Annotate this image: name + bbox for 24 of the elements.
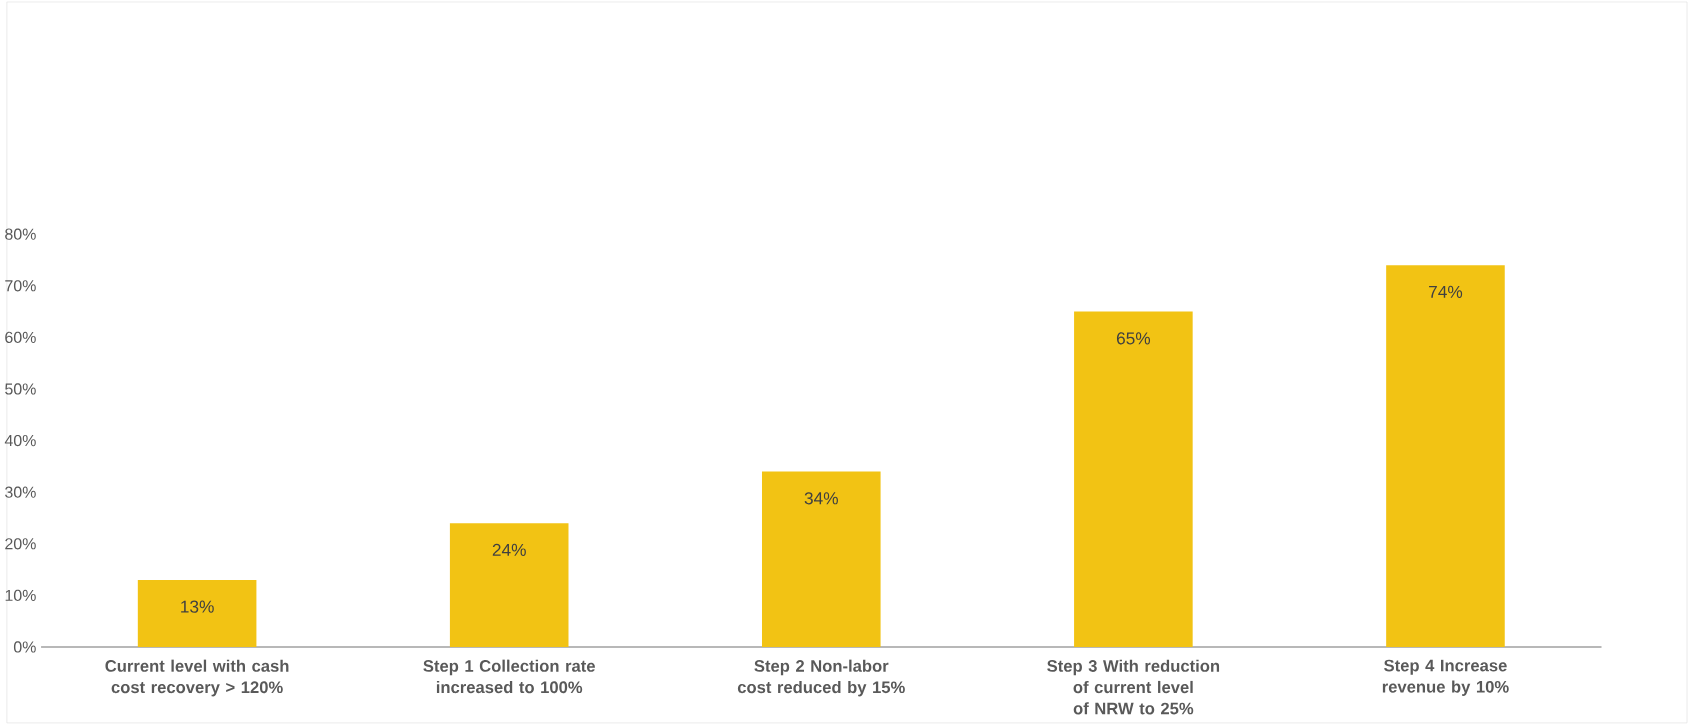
- bar: [1386, 265, 1505, 648]
- data-label: 13%: [181, 600, 214, 613]
- y-tick-label: 60%: [5, 331, 36, 344]
- data-label: 24%: [492, 543, 526, 556]
- bar: [1074, 311, 1193, 648]
- data-label: 74%: [1429, 285, 1463, 298]
- x-tick-label: Step 2 Non-labor cost reduced by 15%: [737, 659, 905, 697]
- y-tick-label: 80%: [5, 228, 36, 240]
- bar: [761, 471, 881, 648]
- y-tick-label: 70%: [5, 280, 36, 292]
- bar: [449, 523, 569, 648]
- data-label: 65%: [1116, 332, 1151, 345]
- y-tick-label: 10%: [5, 589, 36, 602]
- y-tick-label: 50%: [5, 383, 36, 395]
- x-tick-label: Step 3 With reduction of current level of NRW to 25%: [1047, 659, 1220, 715]
- x-tick-label: Current level with cash cost recovery > 120%: [105, 659, 289, 697]
- data-label: 34%: [804, 492, 838, 505]
- y-tick-label: 0%: [13, 641, 36, 653]
- x-tick-label: Step 4 Increase revenue by 10%: [1382, 659, 1509, 697]
- y-tick-label: 40%: [4, 434, 36, 447]
- x-tick-label: Step 1 Collection rate increased to 100%: [423, 659, 595, 694]
- y-tick-label: 30%: [5, 486, 36, 498]
- bar: [137, 579, 257, 648]
- y-tick-label: 20%: [5, 538, 36, 550]
